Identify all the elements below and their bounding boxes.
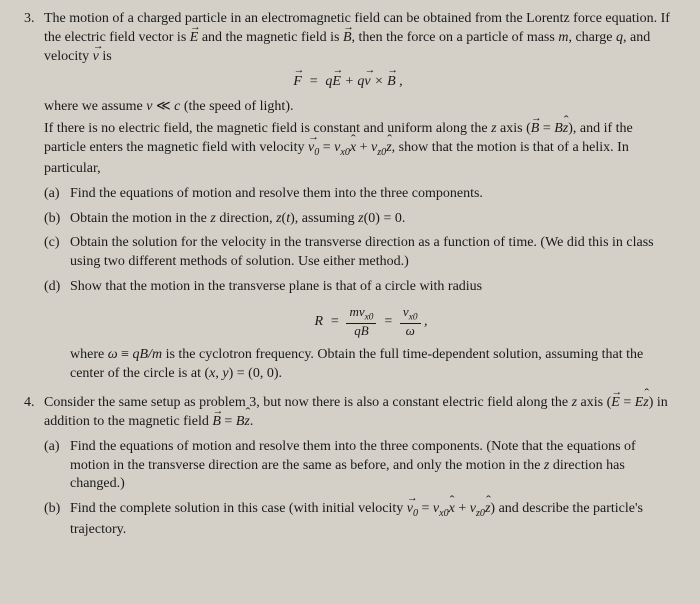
problem-3-header: 3. The motion of a charged particle in a… [24,10,672,67]
part-label: (a) [44,185,70,204]
part-text: Obtain the motion in the z direction, z(… [70,210,672,229]
part-3b: (b) Obtain the motion in the z direction… [44,210,672,229]
problem-number: 4. [24,394,44,432]
part-3d: (d) Show that the motion in the transver… [44,278,672,384]
problem-4: 4. Consider the same setup as problem 3,… [24,394,672,540]
problem-4-header: 4. Consider the same setup as problem 3,… [24,394,672,432]
part-text: Obtain the solution for the velocity in … [70,234,672,272]
part-label: (a) [44,438,70,495]
part-text: Find the equations of motion and resolve… [70,438,672,495]
part-label: (b) [44,210,70,229]
part-label: (d) [44,278,70,384]
part-label: (c) [44,234,70,272]
assumption-text: where we assume v ≪ c (the speed of ligh… [44,98,672,117]
problem-3-intro: The motion of a charged particle in an e… [44,10,672,67]
lorentz-equation: F = qE + qv × B , [24,73,672,92]
part-4a: (a) Find the equations of motion and res… [44,438,672,495]
part-3a: (a) Find the equations of motion and res… [44,185,672,204]
part-4b: (b) Find the complete solution in this c… [44,500,672,539]
problem-number: 3. [24,10,44,67]
part-text: Find the equations of motion and resolve… [70,185,672,204]
part-text: Show that the motion in the transverse p… [70,278,672,384]
part-3c: (c) Obtain the solution for the velocity… [44,234,672,272]
part-text: Find the complete solution in this case … [70,500,672,539]
setup-text: If there is no electric field, the magne… [44,120,672,178]
problem-3: 3. The motion of a charged particle in a… [24,10,672,384]
problem-4-intro: Consider the same setup as problem 3, bu… [44,394,672,432]
part-label: (b) [44,500,70,539]
